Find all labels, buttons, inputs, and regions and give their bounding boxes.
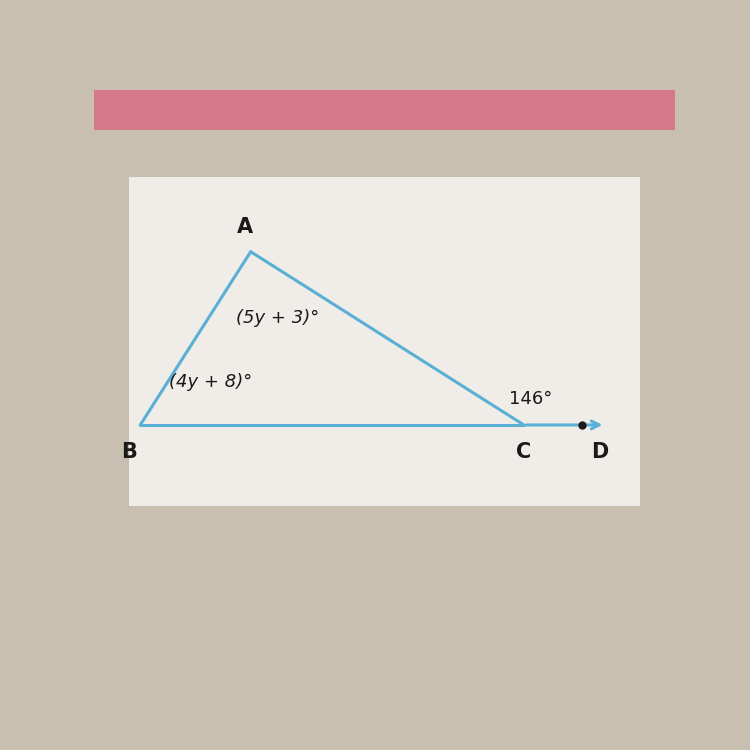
Text: D: D (591, 442, 608, 462)
Text: A: A (237, 217, 253, 237)
Bar (129, 177, 640, 506)
Text: (4y + 8)°: (4y + 8)° (170, 373, 253, 391)
Text: C: C (516, 442, 532, 462)
Bar (94, 90, 675, 130)
Text: B: B (121, 442, 136, 462)
Text: (5y + 3)°: (5y + 3)° (236, 309, 320, 327)
Text: 146°: 146° (509, 390, 553, 408)
